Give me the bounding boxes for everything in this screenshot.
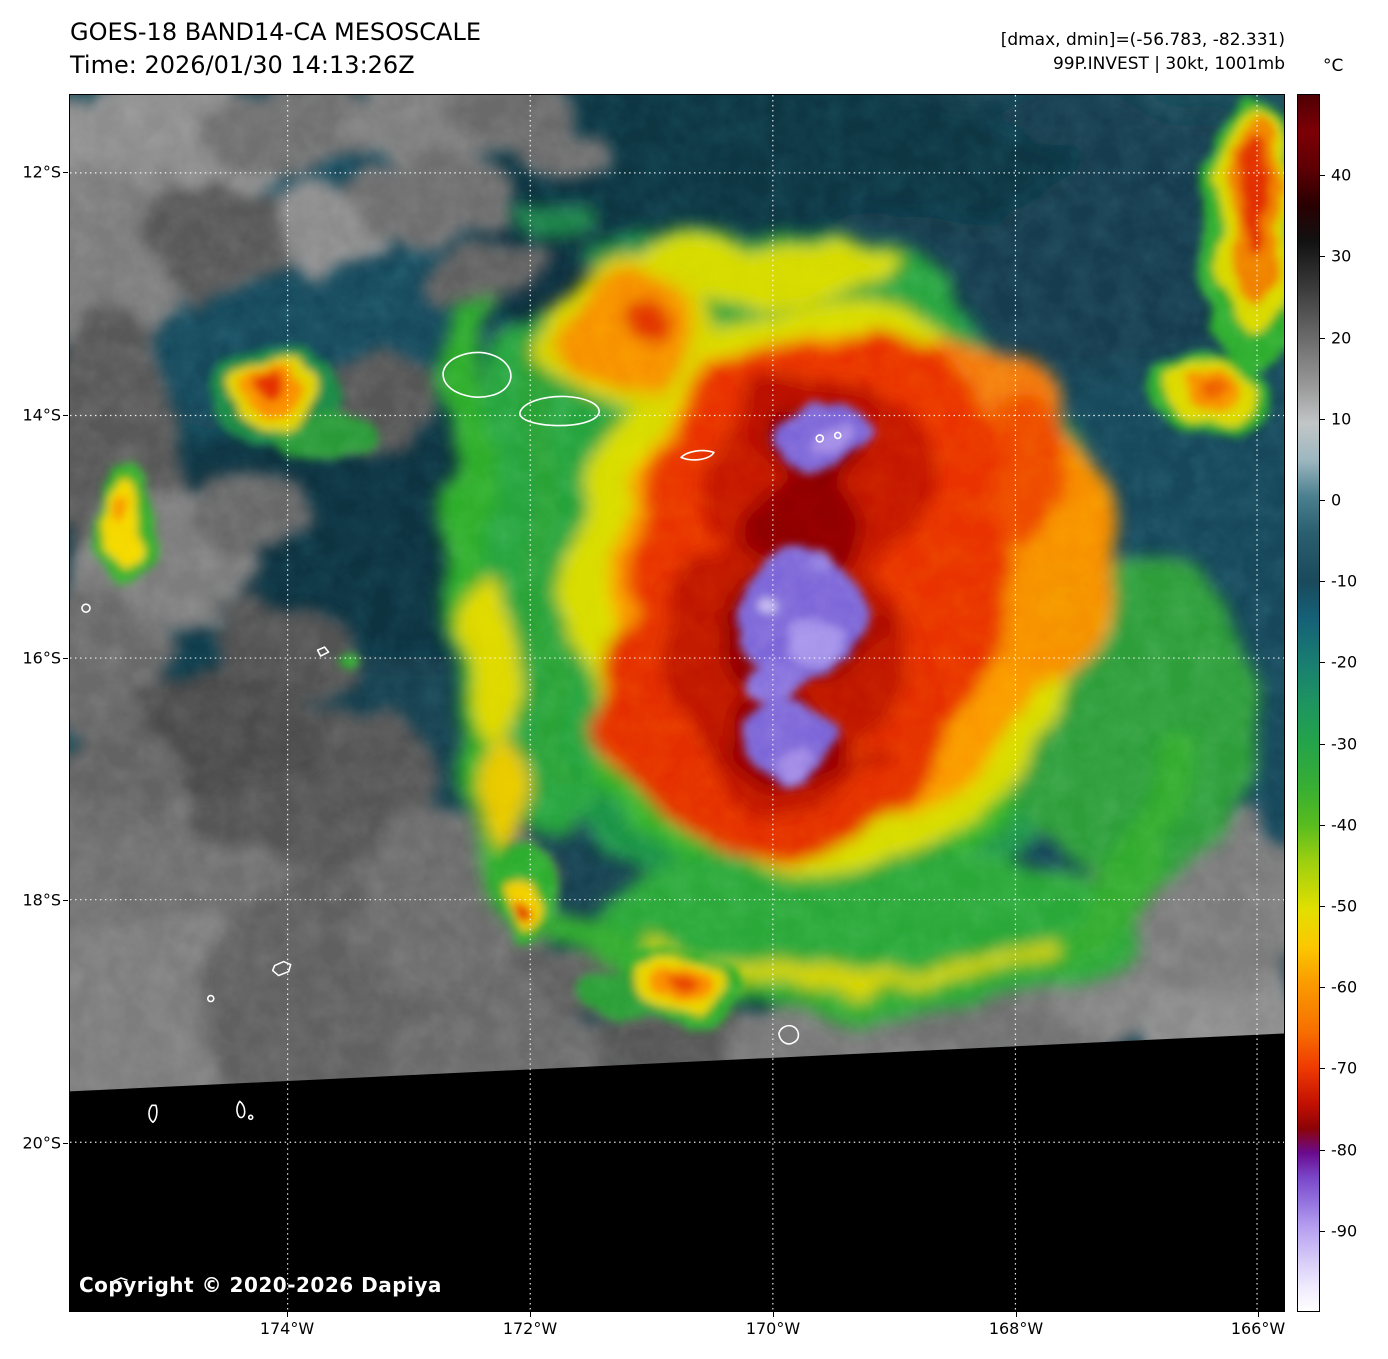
- colorbar-gradient: [1298, 95, 1319, 1311]
- y-axis-tick: [63, 172, 68, 173]
- y-axis-tick: [63, 415, 68, 416]
- colorbar-tick-label: 30: [1331, 246, 1352, 266]
- colorbar-tick-mark: [1320, 1068, 1325, 1070]
- longitude-label: 166°W: [1230, 1319, 1286, 1338]
- colorbar-tick-mark: [1320, 337, 1325, 339]
- coastline-outlines: [81, 351, 842, 1282]
- colorbar-tick-label: -20: [1331, 652, 1358, 672]
- latitude-label: 12°S: [22, 162, 61, 182]
- colorbar-tick-label: -10: [1331, 571, 1358, 591]
- colorbar-tick-mark: [1320, 987, 1325, 989]
- colorbar-tick-label: 20: [1331, 328, 1352, 348]
- x-axis-tick: [773, 1312, 774, 1317]
- colorbar-tick-label: -80: [1331, 1140, 1358, 1160]
- colorbar: [1297, 94, 1320, 1312]
- colorbar-tick-label: 0: [1331, 490, 1342, 510]
- colorbar-tick-label: -60: [1331, 977, 1358, 997]
- colorbar-tick-mark: [1320, 418, 1325, 420]
- figure-title: GOES-18 BAND14-CA MESOSCALE: [70, 18, 481, 46]
- y-axis-tick: [63, 900, 68, 901]
- y-axis-tick: [63, 1143, 68, 1144]
- colorbar-tick-mark: [1320, 743, 1325, 745]
- figure-timestamp: Time: 2026/01/30 14:13:26Z: [70, 51, 415, 79]
- colorbar-tick-label: -30: [1331, 734, 1358, 754]
- latitude-label: 20°S: [22, 1133, 61, 1153]
- colorbar-tick-label: -50: [1331, 896, 1358, 916]
- colorbar-tick-label: -90: [1331, 1221, 1358, 1241]
- dmax-dmin-annotation: [dmax, dmin]=(-56.783, -82.331): [1000, 30, 1285, 50]
- latitude-label: 16°S: [22, 648, 61, 668]
- x-axis-tick: [1016, 1312, 1017, 1317]
- colorbar-tick-label: -40: [1331, 815, 1358, 835]
- colorbar-tick-mark: [1320, 906, 1325, 907]
- latitude-label: 14°S: [22, 405, 61, 425]
- longitude-label: 172°W: [502, 1319, 558, 1338]
- satellite-map: Copyright © 2020-2026 Dapiya: [69, 94, 1285, 1312]
- no-data-region: [70, 1033, 1284, 1311]
- colorbar-tick-mark: [1320, 500, 1325, 501]
- longitude-label: 168°W: [988, 1319, 1044, 1338]
- colorbar-tick-label: 10: [1331, 409, 1352, 429]
- colorbar-tick-mark: [1320, 581, 1325, 583]
- x-axis-tick: [287, 1312, 288, 1317]
- x-axis-tick: [1258, 1312, 1259, 1317]
- latitude-label: 18°S: [22, 890, 61, 910]
- longitude-label: 170°W: [745, 1319, 801, 1338]
- colorbar-unit-label: °C: [1323, 56, 1344, 76]
- colorbar-tick-mark: [1320, 1149, 1325, 1151]
- longitude-label: 174°W: [259, 1319, 315, 1338]
- colorbar-tick-label: 40: [1331, 165, 1352, 185]
- satellite-imagery: [70, 95, 1284, 1311]
- storm-info-annotation: 99P.INVEST | 30kt, 1001mb: [1052, 54, 1285, 74]
- colorbar-tick-mark: [1320, 175, 1325, 177]
- latlon-gridlines: [70, 95, 1284, 1311]
- colorbar-tick-label: -70: [1331, 1058, 1358, 1078]
- colorbar-tick-mark: [1320, 824, 1325, 826]
- x-axis-tick: [530, 1312, 531, 1317]
- colorbar-tick-mark: [1320, 256, 1325, 258]
- y-axis-tick: [63, 658, 68, 659]
- colorbar-tick-mark: [1320, 1230, 1325, 1232]
- copyright-notice: Copyright © 2020-2026 Dapiya: [79, 1273, 442, 1297]
- colorbar-tick-mark: [1320, 662, 1325, 664]
